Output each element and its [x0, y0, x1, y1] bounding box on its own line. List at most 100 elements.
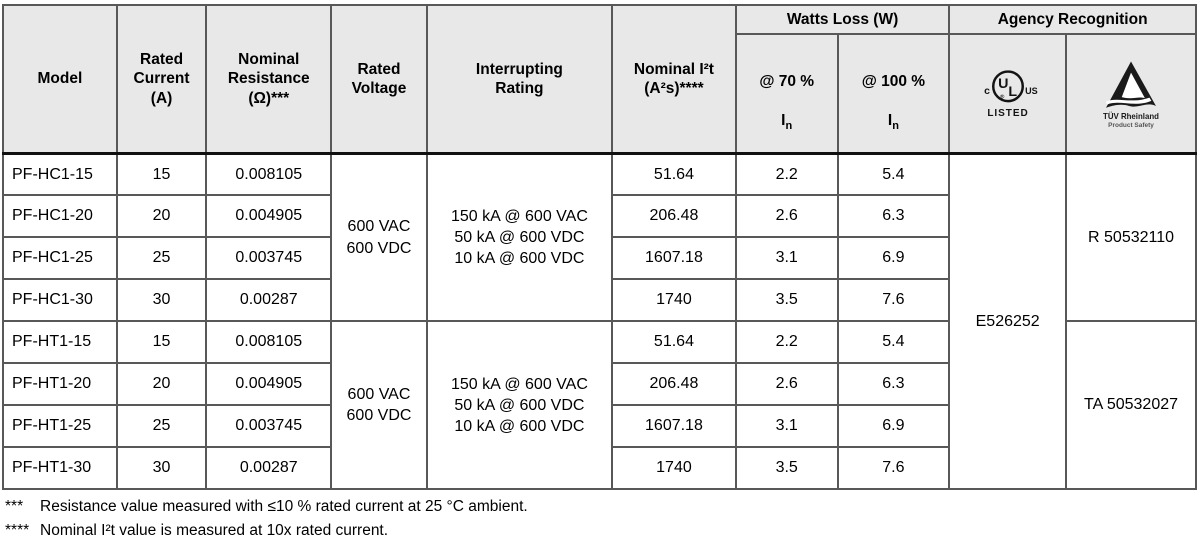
watts-70-cell: 2.6 [734, 362, 839, 407]
watts-70-cell: 2.6 [734, 194, 839, 239]
resistance-cell: 0.004905 [205, 362, 333, 407]
watts-100-cell: 7.6 [836, 446, 951, 491]
watts-70-cell: 3.5 [734, 446, 839, 491]
header-nominal-resistance: Nominal Resistance (Ω)*** [205, 3, 333, 155]
table-row: PF-HC1-25 25 0.003745 1607.18 3.1 6.9 [2, 236, 1196, 281]
watts-100-cell: 6.3 [836, 362, 951, 407]
table-row: PF-HC1-20 20 0.004905 206.48 2.6 6.3 [2, 194, 1196, 239]
table-row: PF-HT1-20 20 0.004905 206.48 2.6 6.3 [2, 362, 1196, 407]
header-watts-70: @ 70 % In [734, 32, 839, 155]
resistance-cell: 0.008105 [205, 152, 333, 197]
interrupting-rating-cell-group2: 150 kA @ 600 VAC 50 kA @ 600 VDC 10 kA @… [425, 320, 614, 491]
watts-100-cell: 6.9 [836, 236, 951, 281]
model-cell: PF-HC1-25 [2, 236, 118, 281]
i2t-cell: 51.64 [611, 152, 737, 197]
current-subscript: n [892, 120, 899, 133]
fuse-spec-table: Model Rated Current (A) Nominal Resistan… [2, 3, 1197, 491]
i2t-cell: 51.64 [611, 320, 737, 365]
resistance-cell: 0.008105 [205, 320, 333, 365]
ul-listed-icon: U L ® c US LISTED [984, 70, 1038, 119]
rated-current-cell: 30 [115, 446, 208, 491]
header-model: Model [2, 3, 118, 155]
i2t-cell: 206.48 [611, 194, 737, 239]
interrupting-rating-cell-group1: 150 kA @ 600 VAC 50 kA @ 600 VDC 10 kA @… [425, 152, 614, 323]
watts-100-cell: 7.6 [836, 278, 951, 323]
rated-voltage-cell-group1: 600 VAC 600 VDC [330, 152, 428, 323]
svg-text:Product Safety: Product Safety [1108, 123, 1154, 130]
table-row: PF-HT1-25 25 0.003745 1607.18 3.1 6.9 [2, 404, 1196, 449]
watts-70-cell: 3.1 [734, 236, 839, 281]
i2t-cell: 1607.18 [611, 404, 737, 449]
rated-current-cell: 20 [115, 362, 208, 407]
svg-text:®: ® [1000, 94, 1005, 101]
svg-text:U: U [998, 77, 1008, 93]
watts-100-label: @ 100 % [861, 73, 926, 91]
svg-text:TÜV Rheinland: TÜV Rheinland [1103, 112, 1159, 121]
header-agency-recognition: Agency Recognition [948, 4, 1197, 35]
watts-100-cell: 5.4 [836, 152, 951, 197]
current-symbol: I [781, 112, 786, 130]
i2t-cell: 1740 [611, 446, 737, 491]
svg-text:LISTED: LISTED [987, 108, 1028, 119]
resistance-cell: 0.00287 [205, 446, 333, 491]
rated-current-cell: 15 [115, 152, 208, 197]
watts-100-cell: 6.3 [836, 194, 951, 239]
rated-current-cell: 15 [115, 320, 208, 365]
watts-100-cell: 6.9 [836, 404, 951, 449]
svg-text:c: c [984, 86, 990, 97]
header-rated-voltage: Rated Voltage [330, 3, 428, 155]
ul-file-number-cell: E526252 [948, 152, 1068, 491]
model-cell: PF-HT1-15 [2, 320, 118, 365]
model-cell: PF-HC1-15 [2, 152, 118, 197]
watts-70-cell: 2.2 [734, 152, 839, 197]
tuv-number-cell-group1: R 50532110 [1065, 152, 1197, 323]
rated-current-cell: 20 [115, 194, 208, 239]
model-cell: PF-HT1-25 [2, 404, 118, 449]
current-symbol: I [887, 112, 893, 130]
resistance-cell: 0.003745 [205, 404, 333, 449]
svg-text:L: L [1008, 84, 1017, 100]
table-row: PF-HT1-15 15 0.008105 600 VAC 600 VDC 15… [2, 320, 1197, 491]
i2t-cell: 1607.18 [611, 236, 737, 281]
table-body: PF-HC1-15 15 0.008105 600 VAC 600 VDC 15… [2, 152, 1197, 491]
watts-70-cell: 3.1 [734, 404, 839, 449]
header-interrupting-rating: Interrupting Rating [425, 3, 614, 155]
model-cell: PF-HC1-20 [2, 194, 118, 239]
footnote-text: Resistance value measured with ≤10 % rat… [40, 498, 528, 516]
footnote-i2t: **** Nominal I²t value is measured at 10x… [5, 519, 1200, 543]
footnotes: *** Resistance value measured with ≤10 % … [2, 495, 1200, 543]
table-row: PF-HC1-15 15 0.008105 600 VAC 600 VDC 15… [2, 152, 1197, 491]
i2t-cell: 206.48 [611, 362, 737, 407]
footnote-marker: *** [5, 498, 24, 516]
rated-current-cell: 30 [115, 278, 208, 323]
current-subscript: n [785, 120, 793, 133]
header-tuv-logo-cell: TÜV Rheinland Product Safety [1065, 32, 1197, 155]
table-row: PF-HC1-30 30 0.00287 1740 3.5 7.6 [2, 278, 1196, 323]
watts-70-cell: 2.2 [734, 320, 839, 365]
rated-current-cell: 25 [115, 404, 208, 449]
watts-70-cell: 3.5 [734, 278, 839, 323]
watts-100-cell: 5.4 [836, 320, 951, 365]
footnote-marker: **** [5, 522, 30, 540]
table-header: Model Rated Current (A) Nominal Resistan… [2, 3, 1197, 155]
rated-voltage-cell-group2: 600 VAC 600 VDC [330, 320, 428, 491]
model-cell: PF-HT1-20 [2, 362, 118, 407]
header-nominal-i2t: Nominal I²t (A²s)**** [611, 3, 737, 155]
header-watts-loss: Watts Loss (W) [734, 4, 951, 35]
i2t-cell: 1740 [611, 278, 737, 323]
footnote-resistance: *** Resistance value measured with ≤10 % … [5, 495, 1200, 519]
model-cell: PF-HC1-30 [2, 278, 118, 323]
header-ul-logo-cell: U L ® c US LISTED [948, 32, 1068, 155]
resistance-cell: 0.003745 [205, 236, 333, 281]
header-rated-current: Rated Current (A) [115, 3, 208, 155]
header-watts-100: @ 100 % In [836, 32, 951, 155]
tuv-number-cell-group2: TA 50532027 [1065, 320, 1197, 491]
table-row: PF-HT1-30 30 0.00287 1740 3.5 7.6 [2, 446, 1196, 491]
watts-70-label: @ 70 % [759, 73, 815, 91]
tuv-rheinland-icon: TÜV Rheinland Product Safety [1103, 61, 1159, 130]
model-cell: PF-HT1-30 [2, 446, 118, 491]
svg-text:US: US [1025, 86, 1038, 96]
rated-current-cell: 25 [115, 236, 208, 281]
resistance-cell: 0.00287 [205, 278, 333, 323]
